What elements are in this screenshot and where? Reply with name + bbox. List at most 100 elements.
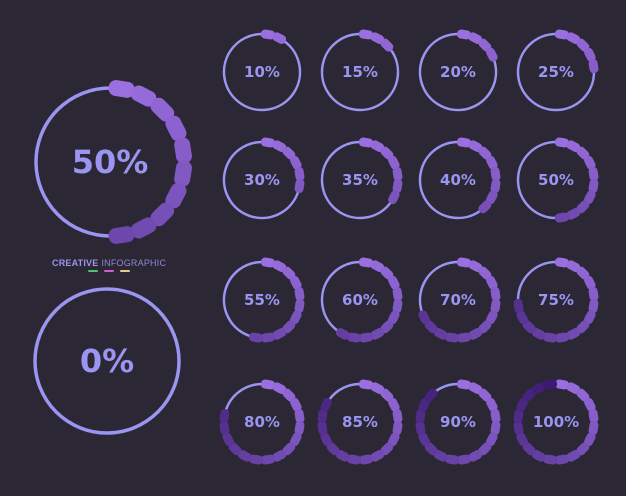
gauge-segment: [317, 409, 328, 424]
gauge-segment: [566, 328, 581, 340]
gauge-segment: [543, 379, 558, 390]
gauge-segment: [576, 442, 590, 456]
gauge-segment: [588, 298, 599, 313]
gauge-segment: [358, 257, 373, 268]
gauge-segment: [392, 298, 403, 313]
gauge-segment: [478, 146, 492, 160]
gauge-segment: [490, 420, 501, 435]
gauge-segment: [566, 32, 581, 44]
gauge-segment: [490, 167, 501, 182]
gauge-segment: [260, 29, 275, 40]
gauge-segment: [468, 328, 483, 340]
gauge-segment: [282, 320, 296, 334]
gauge-percent-label: 55%: [244, 291, 280, 309]
gauge-segment: [260, 137, 275, 148]
gauge-segment: [294, 420, 305, 435]
gauge-percent-label: 15%: [342, 63, 378, 81]
gauge-segment: [478, 38, 492, 52]
gauge-percent-label: 100%: [533, 413, 579, 431]
gauge-track-ring: [33, 287, 181, 435]
gauge-segment: [290, 310, 302, 325]
gauge-segment: [130, 85, 157, 107]
gauge-segment: [584, 190, 596, 205]
gauge-segment: [554, 332, 569, 343]
gauge-segment: [478, 266, 492, 280]
gauge-segment: [554, 454, 569, 465]
gauge-segment: [486, 47, 498, 62]
legend-color-lines: [88, 270, 148, 273]
gauge-segment: [380, 266, 394, 280]
gauge-segment: [272, 450, 287, 462]
gauge-segment: [290, 397, 302, 412]
gauge-segment: [282, 146, 296, 160]
percent-gauge-9: 50%: [516, 137, 599, 223]
gauge-segment: [588, 59, 599, 74]
gauge-segment: [272, 328, 287, 340]
gauge-segment: [392, 178, 403, 193]
gauge-segment: [486, 155, 498, 170]
percent-gauge-7: 35%: [320, 137, 403, 220]
gauge-segment: [576, 38, 590, 52]
gauge-segment: [588, 178, 599, 193]
gauge-segment: [554, 379, 569, 390]
gauge-segment: [531, 328, 546, 340]
gauge-segment: [418, 397, 430, 412]
gauge-percent-label: 0%: [80, 342, 134, 380]
percent-gauge-15: 85%: [317, 379, 403, 465]
legend-line-pink: [104, 270, 114, 272]
percent-gauge-2: 10%: [222, 29, 302, 112]
creative-infographic-legend: CREATIVE INFOGRAPHIC: [52, 258, 166, 272]
gauge-segment: [554, 257, 569, 268]
percent-gauge-14: 80%: [219, 379, 305, 465]
gauge-segment: [490, 178, 501, 193]
gauge-segment: [486, 190, 498, 205]
gauge-segment: [272, 32, 287, 44]
gauge-segment: [174, 137, 192, 164]
gauge-segment: [272, 260, 287, 272]
gauge-segment: [490, 287, 501, 302]
gauge-segment: [388, 310, 400, 325]
gauge-segment: [388, 275, 400, 290]
percent-gauge-1: 0%: [33, 287, 181, 435]
percent-gauge-12: 70%: [418, 257, 501, 343]
gauge-segment: [456, 29, 471, 40]
gauge-segment: [282, 266, 296, 280]
gauge-segment: [486, 310, 498, 325]
gauge-segment: [108, 80, 135, 98]
percent-gauge-11: 60%: [320, 257, 403, 343]
gauge-segment: [392, 420, 403, 435]
gauge-segment: [576, 266, 590, 280]
gauge-segment: [531, 450, 546, 462]
gauge-segment: [445, 332, 460, 343]
gauge-segment: [584, 310, 596, 325]
gauge-percent-label: 80%: [244, 413, 280, 431]
gauge-segment: [347, 332, 362, 343]
gauge-segment: [554, 137, 569, 148]
gauge-segment: [326, 442, 340, 456]
gauge-segment: [468, 260, 483, 272]
gauge-segment: [513, 409, 524, 424]
gauge-percent-label: 50%: [538, 171, 574, 189]
gauge-segment: [486, 275, 498, 290]
gauge-segment: [380, 38, 394, 52]
gauge-segment: [418, 310, 430, 325]
gauge-segment: [584, 155, 596, 170]
gauge-segment: [150, 97, 175, 122]
gauge-segment: [490, 298, 501, 313]
gauge-segment: [320, 397, 332, 412]
gauge-segment: [380, 146, 394, 160]
gauge-segment: [294, 167, 305, 182]
gauge-segment: [566, 140, 581, 152]
gauge-segment: [388, 155, 400, 170]
gauge-percent-label: 20%: [440, 63, 476, 81]
gauge-segment: [272, 140, 287, 152]
gauge-segment: [282, 388, 296, 402]
gauge-segment: [415, 409, 426, 424]
gauge-segment: [478, 442, 492, 456]
legend-line-gold: [120, 270, 130, 272]
gauge-segment: [566, 260, 581, 272]
gauge-segment: [424, 388, 438, 402]
gauge-segment: [584, 275, 596, 290]
percent-gauge-8: 40%: [418, 137, 501, 220]
gauge-segment: [588, 420, 599, 435]
